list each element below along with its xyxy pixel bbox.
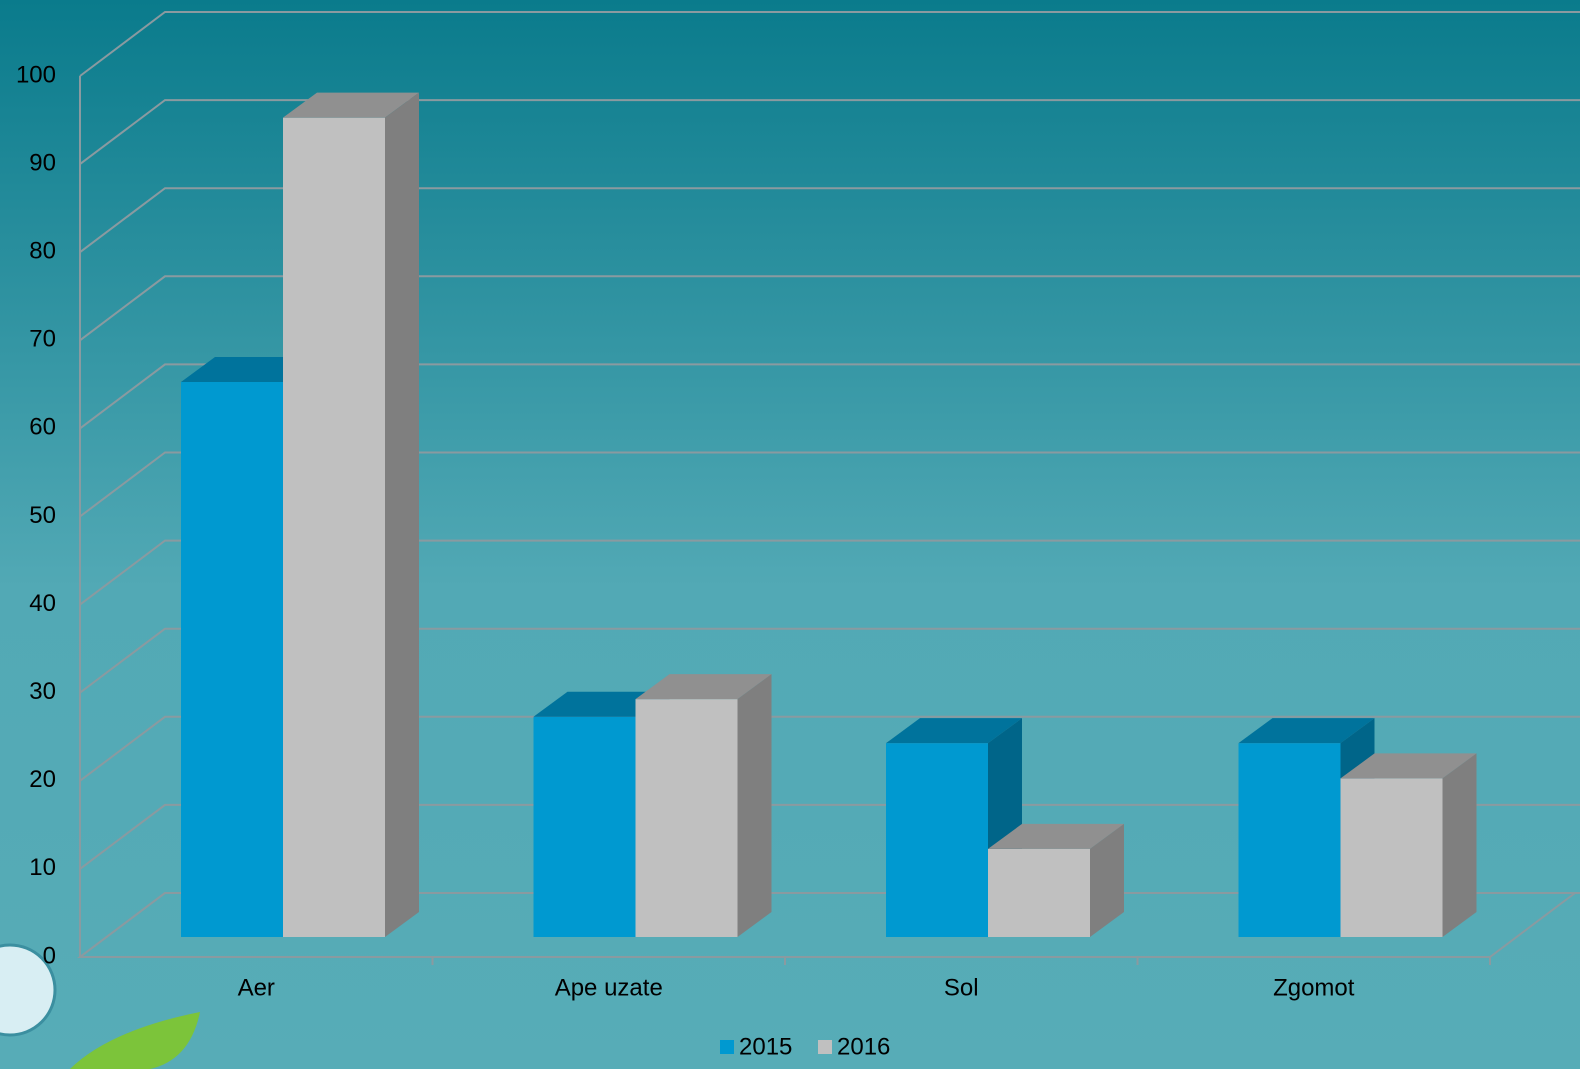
bar-front [1340, 778, 1443, 937]
bar-side [737, 674, 772, 937]
bar-front [283, 117, 385, 938]
grid-line [79, 275, 1580, 342]
bar-top [635, 674, 772, 700]
grid-line [79, 539, 1580, 606]
grid-line [79, 451, 1580, 518]
x-tick-label: Zgomot [1273, 974, 1355, 1001]
grid-line [79, 99, 1580, 165]
bar-front [635, 699, 738, 937]
y-tick-label: 40 [29, 590, 56, 617]
grid-line [79, 187, 1580, 253]
legend-swatch [720, 1040, 734, 1054]
y-tick-label: 20 [29, 766, 56, 793]
y-tick-label: 10 [29, 854, 56, 881]
legend-swatch [818, 1040, 832, 1054]
bar-side [385, 92, 419, 938]
bar-top [886, 718, 1022, 744]
y-tick-label: 50 [29, 502, 56, 529]
y-tick-label: 30 [29, 678, 56, 705]
legend-label: 2016 [837, 1033, 890, 1060]
bar-top [988, 823, 1124, 849]
grid-line [79, 803, 1580, 870]
bar-top [283, 92, 419, 118]
grid-line [79, 715, 1580, 782]
y-tick-label: 100 [16, 61, 56, 88]
y-tick-label: 60 [29, 414, 56, 441]
bar [533, 691, 670, 937]
bar [1340, 753, 1477, 937]
bar-front [533, 716, 636, 937]
x-tick-label: Aer [238, 974, 275, 1001]
bar [283, 92, 419, 938]
grid-line [79, 11, 1580, 77]
x-tick-label: Sol [944, 974, 979, 1001]
grid-line [79, 627, 1580, 694]
bar-side [1090, 823, 1124, 937]
bar-front [1238, 743, 1341, 937]
grid-line [79, 363, 1580, 430]
bar-side [1442, 753, 1477, 937]
bar [988, 823, 1124, 937]
bar-top [1340, 753, 1477, 779]
leaf-decoration [70, 1012, 200, 1069]
legend-label: 2015 [739, 1033, 792, 1060]
bar-front [988, 848, 1090, 937]
y-tick-label: 90 [29, 149, 56, 176]
bar [635, 674, 772, 937]
globe-decoration [0, 943, 57, 1037]
plot-area: 0 10 20 30 40 50 60 70 80 90 100 Aer Ape uzate Sol Zgo… [16, 11, 1580, 1060]
x-tick-label: Ape uzate [555, 974, 663, 1001]
y-tick-label: 0 [43, 942, 56, 969]
bar-front [886, 743, 988, 937]
y-tick-label: 70 [29, 326, 56, 353]
y-tick-label: 80 [29, 238, 56, 265]
bar-front [181, 381, 283, 938]
bar-top [1238, 718, 1375, 744]
